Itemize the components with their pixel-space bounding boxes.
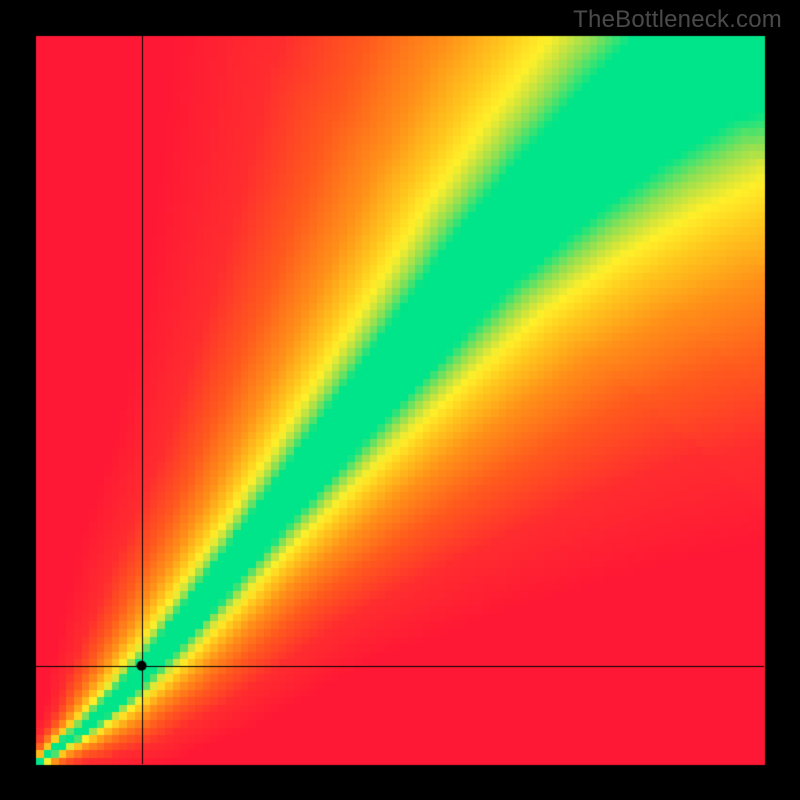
chart-container: TheBottleneck.com bbox=[0, 0, 800, 800]
heatmap-canvas bbox=[0, 0, 800, 800]
